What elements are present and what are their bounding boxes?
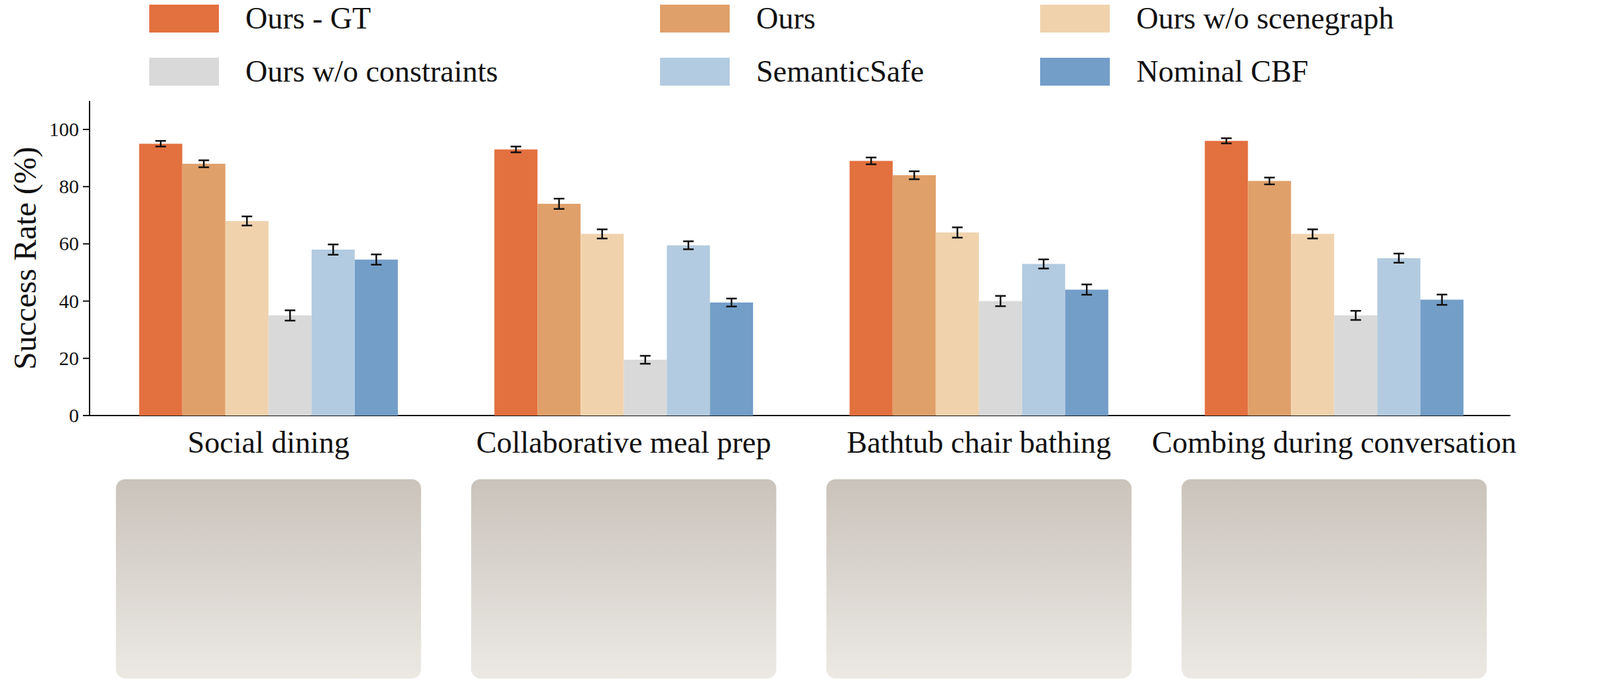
y-tick	[82, 414, 90, 416]
legend-swatch	[660, 57, 730, 86]
error-bar	[1307, 228, 1319, 239]
bar	[892, 175, 936, 416]
bar	[494, 149, 538, 416]
error-bar	[1264, 177, 1275, 184]
legend-swatch	[1040, 57, 1110, 86]
y-tick-label: 100	[49, 118, 79, 140]
bar	[1333, 315, 1378, 416]
legend-item: Nominal CBF	[1040, 54, 1309, 89]
bar	[623, 359, 667, 416]
scene-image	[826, 478, 1132, 678]
error-bar	[553, 198, 565, 209]
bar	[537, 203, 581, 416]
error-bar	[908, 171, 920, 180]
scene-image	[116, 478, 422, 678]
legend-swatch	[149, 4, 219, 33]
error-bar	[726, 298, 737, 307]
y-tick-label: 80	[59, 175, 79, 198]
error-bar	[683, 241, 694, 250]
bar	[666, 245, 710, 416]
legend-swatch	[1040, 4, 1110, 33]
bar	[979, 301, 1023, 416]
bar	[139, 143, 183, 416]
bar	[268, 315, 312, 416]
legend-item: Ours w/o constraints	[149, 54, 499, 89]
bar	[709, 302, 753, 416]
y-axis-line	[88, 100, 91, 416]
error-bar	[597, 228, 608, 239]
x-tick-label: Social dining	[187, 425, 350, 460]
error-bar	[865, 157, 877, 164]
error-bar	[1038, 259, 1049, 269]
error-bar	[327, 244, 339, 255]
error-bar	[1436, 294, 1448, 306]
bar	[311, 249, 355, 416]
error-bar	[155, 140, 166, 147]
error-bar	[995, 295, 1006, 307]
bar	[354, 259, 399, 416]
legend-label: Ours - GT	[245, 1, 371, 36]
bar	[1022, 264, 1066, 416]
bar	[225, 220, 269, 416]
legend-label: Ours w/o constraints	[245, 54, 499, 89]
error-bar	[284, 309, 296, 321]
y-tick	[82, 357, 90, 359]
error-bar	[1081, 284, 1092, 296]
bar	[1420, 299, 1464, 416]
error-bar	[951, 226, 963, 238]
legend-item: Ours w/o scenegraph	[1040, 1, 1394, 36]
y-axis-title: Success Rate (%)	[7, 146, 44, 370]
x-tick-label: Bathtub chair bathing	[846, 425, 1112, 460]
scene-image	[1181, 478, 1487, 678]
bar	[580, 233, 624, 416]
legend-label: Ours w/o scenegraph	[1136, 1, 1394, 36]
legend-label: Ours	[756, 1, 816, 36]
y-tick-label: 0	[68, 403, 79, 426]
legend-label: Nominal CBF	[1136, 54, 1309, 89]
legend-item: Ours	[660, 1, 816, 36]
legend-swatch	[660, 4, 730, 33]
bar	[1247, 181, 1291, 416]
legend-item: Ours - GT	[149, 1, 371, 36]
error-bar	[640, 355, 651, 364]
bar	[1065, 289, 1109, 416]
y-tick	[82, 128, 90, 131]
bar	[182, 163, 226, 416]
x-tick-label: Combing during conversation	[1152, 425, 1517, 460]
y-tick	[82, 242, 90, 245]
chart: Ours - GT Ours Ours w/o scenegraph Ours w/o…	[0, 0, 1600, 693]
error-bar	[1221, 137, 1232, 144]
y-tick-label: 60	[59, 232, 79, 255]
y-tick	[82, 300, 90, 302]
error-bar	[198, 160, 209, 168]
y-tick-label: 40	[59, 289, 79, 312]
error-bar	[370, 254, 382, 265]
bar	[849, 160, 893, 416]
bar	[935, 232, 980, 416]
error-bar	[241, 216, 253, 226]
y-tick	[82, 185, 90, 188]
legend-swatch	[149, 57, 219, 86]
x-tick-label: Collaborative meal prep	[476, 425, 772, 460]
bars	[139, 137, 1465, 416]
y-tick-label: 20	[59, 346, 79, 369]
error-bar	[510, 146, 522, 153]
error-bar	[1393, 253, 1405, 263]
legend-item: SemanticSafe	[660, 54, 925, 89]
error-bar	[1350, 310, 1362, 320]
y-axis: 0 20 40 60 80 100	[49, 100, 90, 426]
bar	[1377, 258, 1421, 416]
bar	[1204, 140, 1248, 416]
scene-image	[470, 478, 777, 678]
bar	[1290, 233, 1334, 416]
legend-label: SemanticSafe	[756, 54, 925, 89]
